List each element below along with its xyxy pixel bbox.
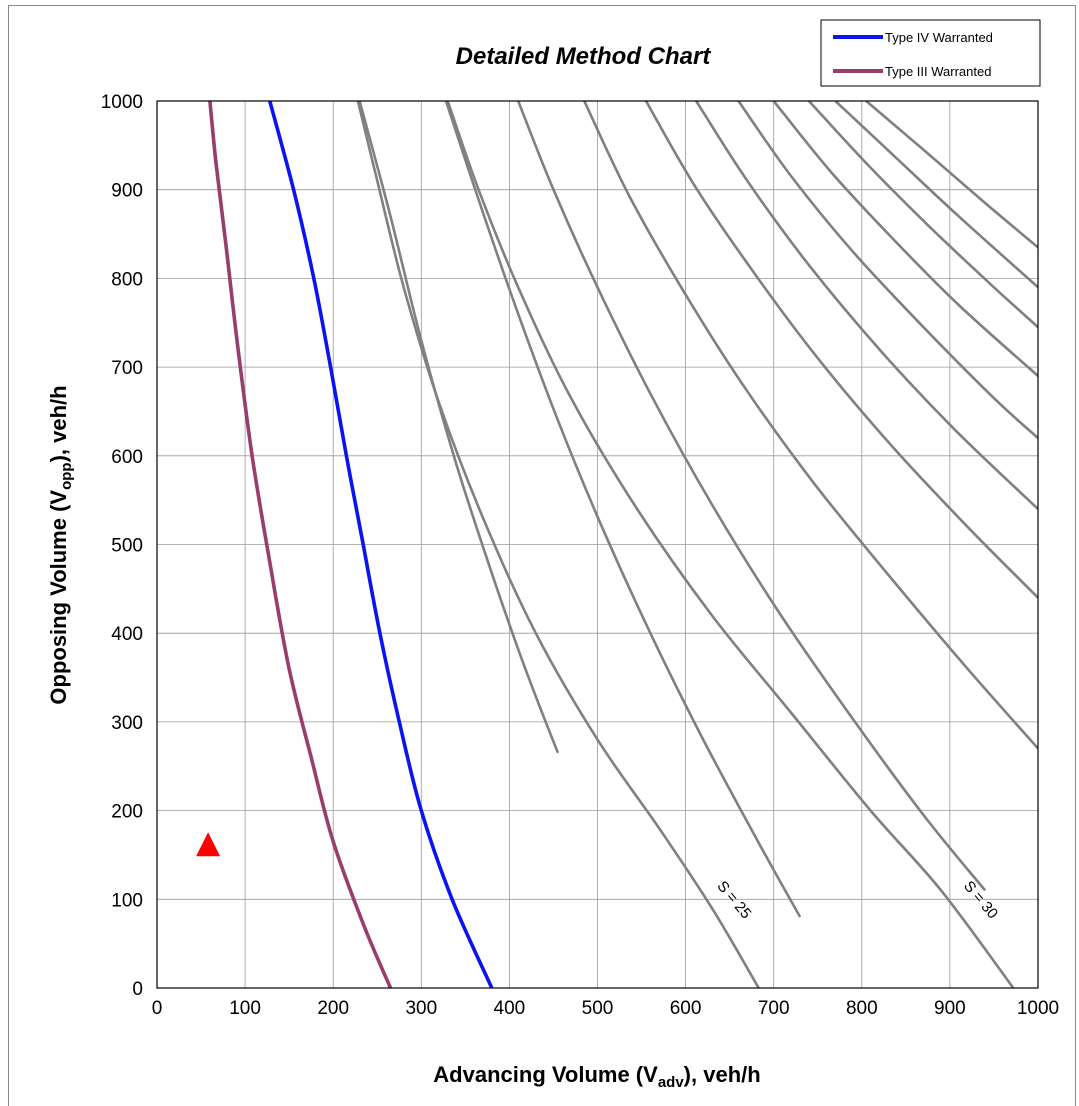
x-tick-label: 600 bbox=[670, 998, 702, 1019]
y-tick-label: 100 bbox=[111, 890, 143, 911]
contour-curve-6 bbox=[695, 101, 1038, 510]
legend-label-type4: Type IV Warranted bbox=[885, 30, 993, 45]
x-tick-labels: 0 100 200 300 400 500 600 700 800 900 1000 bbox=[152, 998, 1059, 1019]
curve-label-s25: S = 25 bbox=[713, 878, 754, 922]
x-tick-label: 200 bbox=[317, 998, 349, 1019]
warrant-curves bbox=[208, 101, 494, 988]
contour-curve-labeled-2 bbox=[446, 101, 1015, 988]
x-tick-label: 400 bbox=[494, 998, 526, 1019]
contour-curves bbox=[356, 101, 1038, 988]
y-tick-label: 200 bbox=[111, 802, 143, 823]
contour-curve-10 bbox=[834, 101, 1038, 289]
y-axis-title: Opposing Volume (Vopp), veh/h bbox=[46, 385, 75, 704]
legend: Type IV Warranted Type III Warranted bbox=[820, 19, 1041, 87]
contour-curve-11 bbox=[865, 101, 1038, 249]
contour-curve-3 bbox=[516, 101, 987, 892]
y-tick-label: 300 bbox=[111, 713, 143, 734]
plot-area-border bbox=[156, 100, 1039, 989]
y-tick-labels: 0 100 200 300 400 500 600 700 800 900 1000 bbox=[101, 92, 143, 1000]
x-tick-label: 700 bbox=[758, 998, 790, 1019]
contour-curve-8 bbox=[772, 101, 1038, 377]
series-line-type-iv-warranted bbox=[268, 101, 494, 988]
y-tick-label: 0 bbox=[132, 979, 143, 1000]
x-tick-label: 0 bbox=[152, 998, 163, 1019]
x-tick-label: 500 bbox=[582, 998, 614, 1019]
chart-title: Detailed Method Chart bbox=[456, 43, 712, 70]
contour-curve-9 bbox=[807, 101, 1038, 329]
y-tick-label: 900 bbox=[111, 181, 143, 202]
x-tick-label: 1000 bbox=[1017, 998, 1059, 1019]
contour-curve-4 bbox=[583, 101, 1038, 750]
y-tick-label: 1000 bbox=[101, 92, 143, 113]
contour-curve-5 bbox=[644, 101, 1038, 599]
chart-frame bbox=[8, 5, 1076, 1106]
x-tick-label: 900 bbox=[934, 998, 966, 1019]
y-tick-label: 700 bbox=[111, 358, 143, 379]
y-tick-label: 400 bbox=[111, 624, 143, 645]
contour-curve-7 bbox=[737, 101, 1038, 440]
y-tick-label: 800 bbox=[111, 269, 143, 290]
contour-curve-1 bbox=[358, 101, 560, 754]
contour-curve-2 bbox=[444, 101, 802, 918]
contour-curve-labeled-1 bbox=[356, 101, 760, 988]
y-tick-label: 500 bbox=[111, 536, 143, 557]
markers bbox=[196, 832, 221, 857]
curve-labels: S = 25 S = 30 bbox=[713, 878, 1001, 922]
series-line-type-iii-warranted bbox=[208, 101, 393, 988]
grid bbox=[157, 101, 1038, 988]
marker-triangle-1 bbox=[196, 832, 221, 857]
x-tick-label: 100 bbox=[229, 998, 261, 1019]
x-axis-title: Advancing Volume (Vadv), veh/h bbox=[433, 1062, 760, 1091]
x-tick-label: 800 bbox=[846, 998, 878, 1019]
y-tick-label: 600 bbox=[111, 447, 143, 468]
x-tick-label: 300 bbox=[405, 998, 437, 1019]
legend-label-type3: Type III Warranted bbox=[885, 64, 991, 79]
legend-box bbox=[820, 19, 1041, 87]
